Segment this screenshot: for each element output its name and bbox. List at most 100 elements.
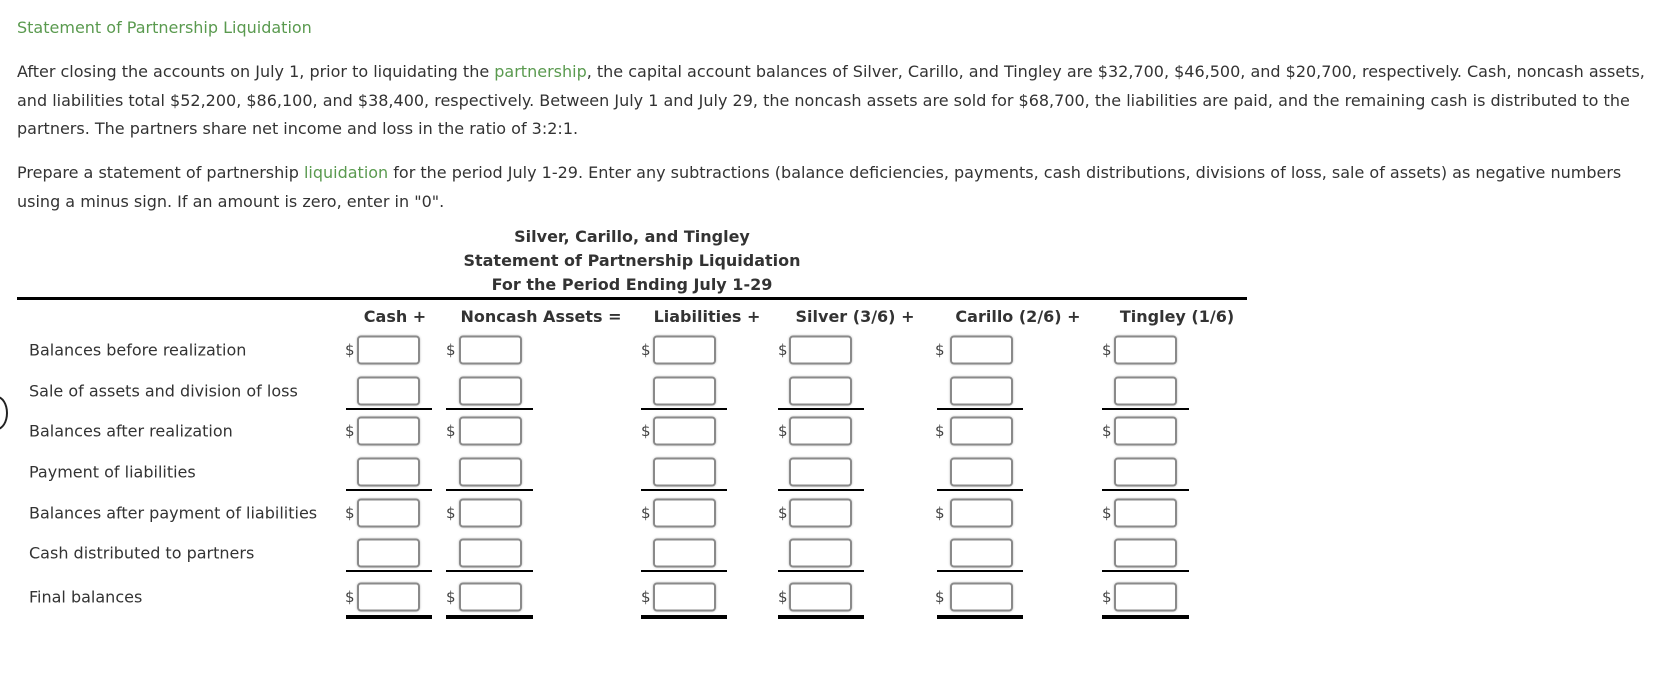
total-double-line (1102, 615, 1189, 619)
total-double-line (778, 615, 864, 619)
dollar-sign: $ (345, 588, 355, 606)
dollar-sign: $ (1102, 422, 1112, 440)
dollar-sign: $ (641, 588, 651, 606)
total-double-line (346, 615, 432, 619)
noncash-assets-input[interactable] (459, 376, 522, 406)
column-header-cash: Cash + (363, 307, 427, 326)
tingley-input[interactable] (1114, 335, 1177, 365)
subtotal-line (937, 570, 1023, 572)
silver-input[interactable] (789, 376, 852, 406)
tingley-input[interactable] (1114, 457, 1177, 487)
subtotal-line (778, 408, 864, 410)
cash-input[interactable] (357, 538, 420, 568)
tingley-input[interactable] (1114, 376, 1177, 406)
subtotal-line (641, 570, 727, 572)
silver-input[interactable] (789, 416, 852, 446)
subtotal-line (1102, 489, 1189, 491)
dollar-sign: $ (446, 504, 456, 522)
dollar-sign: $ (778, 422, 788, 440)
subtotal-line (446, 408, 533, 410)
header-rule (17, 297, 1247, 300)
carillo-input[interactable] (950, 538, 1013, 568)
dollar-sign: $ (641, 422, 651, 440)
dollar-sign: $ (1102, 588, 1112, 606)
cash-input[interactable] (357, 498, 420, 528)
cash-input[interactable] (357, 335, 420, 365)
silver-input[interactable] (789, 538, 852, 568)
liabilities-input[interactable] (653, 416, 716, 446)
problem-paragraph: After closing the accounts on July 1, pr… (17, 62, 1645, 138)
instructions-paragraph: Prepare a statement of partnership liqui… (17, 163, 1622, 211)
column-header-carillo: Carillo (2/6) + (955, 307, 1081, 326)
row-label: Sale of assets and division of loss (29, 381, 298, 401)
subtotal-line (1102, 408, 1189, 410)
dollar-sign: $ (778, 588, 788, 606)
silver-input[interactable] (789, 498, 852, 528)
dollar-sign: $ (345, 422, 355, 440)
carillo-input[interactable] (950, 335, 1013, 365)
silver-input[interactable] (789, 457, 852, 487)
tingley-input[interactable] (1114, 538, 1177, 568)
row-label: Cash distributed to partners (29, 543, 255, 563)
liquidation-link[interactable]: liquidation (303, 163, 389, 182)
cash-input[interactable] (357, 376, 420, 406)
dollar-sign: $ (778, 504, 788, 522)
statement-company: Silver, Carillo, and Tingley (514, 227, 750, 246)
noncash-assets-input[interactable] (459, 335, 522, 365)
dollar-sign: $ (641, 341, 651, 359)
liabilities-input[interactable] (653, 582, 716, 612)
dollar-sign: $ (345, 504, 355, 522)
row-label: Final balances (29, 587, 143, 607)
partnership-link[interactable]: partnership (494, 62, 587, 81)
noncash-assets-input[interactable] (459, 582, 522, 612)
noncash-assets-input[interactable] (459, 538, 522, 568)
column-header-silver: Silver (3/6) + (795, 307, 915, 326)
liabilities-input[interactable] (653, 538, 716, 568)
cash-input[interactable] (357, 582, 420, 612)
dollar-sign: $ (935, 341, 945, 359)
carillo-input[interactable] (950, 582, 1013, 612)
subtotal-line (937, 489, 1023, 491)
cash-input[interactable] (357, 416, 420, 446)
dollar-sign: $ (641, 504, 651, 522)
carillo-input[interactable] (950, 457, 1013, 487)
subtotal-line (346, 570, 432, 572)
liabilities-input[interactable] (653, 376, 716, 406)
liabilities-input[interactable] (653, 457, 716, 487)
carillo-input[interactable] (950, 376, 1013, 406)
row-label: Balances after realization (29, 421, 233, 441)
dollar-sign: $ (345, 341, 355, 359)
dollar-sign: $ (935, 588, 945, 606)
dollar-sign: $ (446, 588, 456, 606)
noncash-assets-input[interactable] (459, 457, 522, 487)
subtotal-line (778, 570, 864, 572)
cash-input[interactable] (357, 457, 420, 487)
silver-input[interactable] (789, 335, 852, 365)
statement-name: Statement of Partnership Liquidation (463, 251, 801, 270)
tingley-input[interactable] (1114, 416, 1177, 446)
row-label: Balances after payment of liabilities (29, 503, 318, 523)
total-double-line (446, 615, 533, 619)
subtotal-line (778, 489, 864, 491)
carillo-input[interactable] (950, 498, 1013, 528)
column-header-tingley: Tingley (1/6) (1119, 307, 1235, 326)
tingley-input[interactable] (1114, 498, 1177, 528)
dollar-sign: $ (1102, 504, 1112, 522)
row-label: Balances before realization (29, 340, 247, 360)
column-header-noncash-assets: Noncash Assets = (460, 307, 622, 326)
page-title: Statement of Partnership Liquidation (17, 18, 312, 37)
carillo-input[interactable] (950, 416, 1013, 446)
dollar-sign: $ (1102, 341, 1112, 359)
subtotal-line (346, 489, 432, 491)
liabilities-input[interactable] (653, 498, 716, 528)
tingley-input[interactable] (1114, 582, 1177, 612)
noncash-assets-input[interactable] (459, 498, 522, 528)
silver-input[interactable] (789, 582, 852, 612)
subtotal-line (1102, 570, 1189, 572)
noncash-assets-input[interactable] (459, 416, 522, 446)
subtotal-line (641, 489, 727, 491)
dollar-sign: $ (446, 341, 456, 359)
liabilities-input[interactable] (653, 335, 716, 365)
subtotal-line (937, 408, 1023, 410)
column-header-liabilities: Liabilities + (653, 307, 761, 326)
